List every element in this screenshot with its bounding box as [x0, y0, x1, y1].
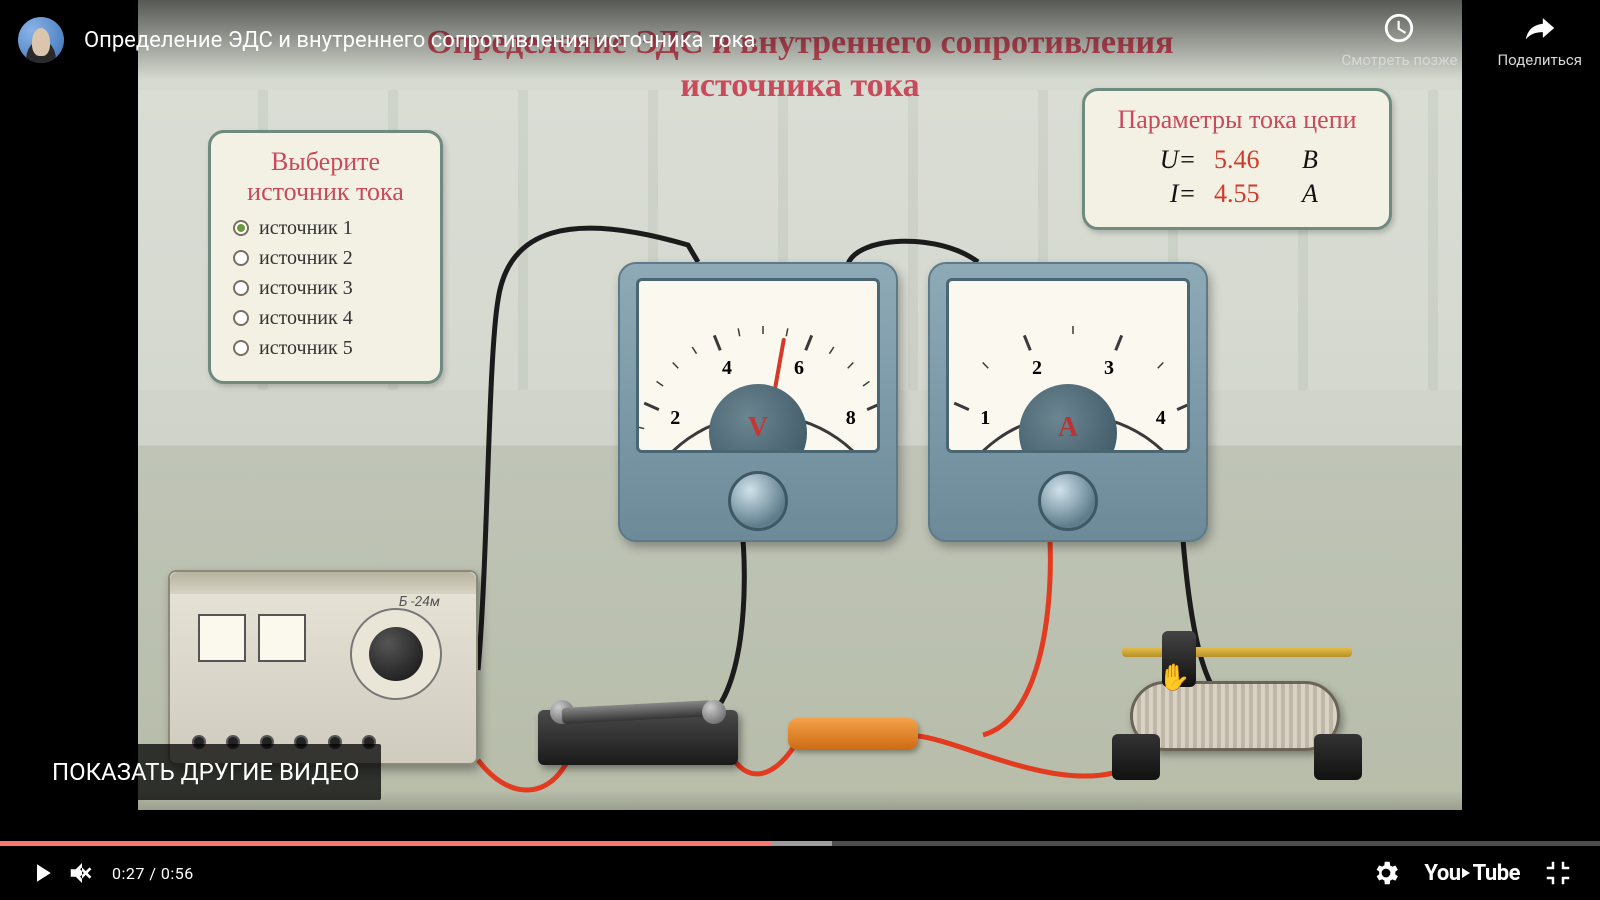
- radio-icon: [233, 220, 249, 236]
- progress-loaded: [0, 841, 832, 846]
- circuit-params-panel: Параметры тока цепи U= 5.46 В I= 4.55 А: [1082, 88, 1392, 230]
- ammeter-face: 012345 A: [946, 278, 1190, 453]
- radio-icon: [233, 310, 249, 326]
- ammeter-unit: A: [1058, 412, 1078, 444]
- ammeter: 012345 A: [928, 262, 1208, 542]
- switch-lever[interactable]: [562, 700, 713, 724]
- source-option-2[interactable]: источник 2: [233, 247, 418, 270]
- ammeter-knob: [1038, 471, 1098, 531]
- circuit-switch[interactable]: [538, 710, 738, 765]
- gear-icon: [1371, 858, 1401, 888]
- watch-later-label: Смотреть позже: [1341, 51, 1457, 69]
- radio-icon: [233, 340, 249, 356]
- source-option-label: источник 3: [259, 277, 353, 300]
- power-supply[interactable]: Б -24м: [168, 570, 478, 765]
- youtube-logo-play-icon: [1462, 868, 1470, 878]
- rheostat-bar: [1122, 647, 1352, 657]
- param-row-1: I= 4.55 А: [1107, 179, 1367, 209]
- source-option-5[interactable]: источник 5: [233, 337, 418, 360]
- svg-text:8: 8: [846, 407, 856, 429]
- time-total: 0:56: [161, 864, 194, 883]
- select-heading-l2: источник тока: [247, 177, 404, 206]
- voltmeter-unit: V: [748, 412, 768, 444]
- rheostat-tube: [1130, 681, 1340, 751]
- params-heading: Параметры тока цепи: [1107, 105, 1367, 135]
- channel-avatar[interactable]: [18, 17, 64, 63]
- youtube-logo[interactable]: YouTube: [1424, 861, 1520, 886]
- share-button[interactable]: Поделиться: [1497, 11, 1582, 69]
- radio-icon: [233, 250, 249, 266]
- svg-text:3: 3: [1104, 357, 1114, 379]
- progress-bar[interactable]: [0, 841, 1600, 846]
- play-button[interactable]: [22, 853, 62, 893]
- psu-dial[interactable]: [350, 608, 442, 700]
- share-label: Поделиться: [1497, 51, 1582, 69]
- source-select-panel: Выберите источник тока источник 1 источни…: [208, 130, 443, 384]
- voltmeter: 0246810 V: [618, 262, 898, 542]
- source-option-3[interactable]: источник 3: [233, 277, 418, 300]
- svg-text:2: 2: [1032, 357, 1042, 379]
- source-option-1[interactable]: источник 1: [233, 217, 418, 240]
- svg-text:6: 6: [794, 357, 804, 379]
- youtube-bottom-overlay: 0:27 / 0:56 YouTube: [0, 791, 1600, 900]
- select-heading-l1: Выберите: [271, 147, 380, 176]
- time-current: 0:27: [112, 864, 145, 883]
- source-option-label: источник 4: [259, 307, 353, 330]
- exit-fullscreen-icon: [1543, 858, 1573, 888]
- voltmeter-knob: [728, 471, 788, 531]
- psu-mini-meter-1: [198, 614, 246, 662]
- source-option-label: источник 2: [259, 247, 353, 270]
- svg-text:4: 4: [722, 357, 732, 379]
- source-option-label: источник 5: [259, 337, 353, 360]
- source-option-label: источник 1: [259, 217, 353, 240]
- rheostat-slider[interactable]: [1162, 631, 1196, 687]
- play-icon: [27, 858, 57, 888]
- svg-text:4: 4: [1156, 407, 1166, 429]
- time-display: 0:27 / 0:56: [112, 864, 194, 883]
- volume-muted-icon: [67, 858, 97, 888]
- svg-text:2: 2: [670, 407, 680, 429]
- param-value: 4.55: [1214, 179, 1284, 209]
- settings-button[interactable]: [1366, 853, 1406, 893]
- simulation-canvas: Определение ЭДС и внутреннего сопротивле…: [138, 0, 1462, 810]
- rheostat[interactable]: ✋: [1102, 615, 1372, 780]
- resistor: [788, 718, 918, 750]
- source-option-4[interactable]: источник 4: [233, 307, 418, 330]
- watch-later-button[interactable]: Смотреть позже: [1341, 11, 1457, 69]
- mute-button[interactable]: [62, 853, 102, 893]
- exit-fullscreen-button[interactable]: [1538, 853, 1578, 893]
- select-heading: Выберите источник тока: [233, 147, 418, 207]
- video-title: Определение ЭДС и внутреннего сопротивле…: [84, 28, 755, 53]
- radio-icon: [233, 280, 249, 296]
- svg-text:1: 1: [980, 407, 990, 429]
- param-unit: А: [1302, 179, 1318, 209]
- psu-label: Б -24м: [399, 594, 440, 610]
- share-icon: [1523, 11, 1557, 45]
- voltmeter-face: 0246810 V: [636, 278, 880, 453]
- param-value: 5.46: [1214, 145, 1284, 175]
- clock-icon: [1382, 11, 1416, 45]
- param-unit: В: [1302, 145, 1318, 175]
- youtube-top-overlay: Определение ЭДС и внутреннего сопротивле…: [0, 0, 1600, 80]
- psu-mini-meter-2: [258, 614, 306, 662]
- param-row-0: U= 5.46 В: [1107, 145, 1367, 175]
- param-symbol: I=: [1156, 179, 1196, 209]
- param-symbol: U=: [1156, 145, 1196, 175]
